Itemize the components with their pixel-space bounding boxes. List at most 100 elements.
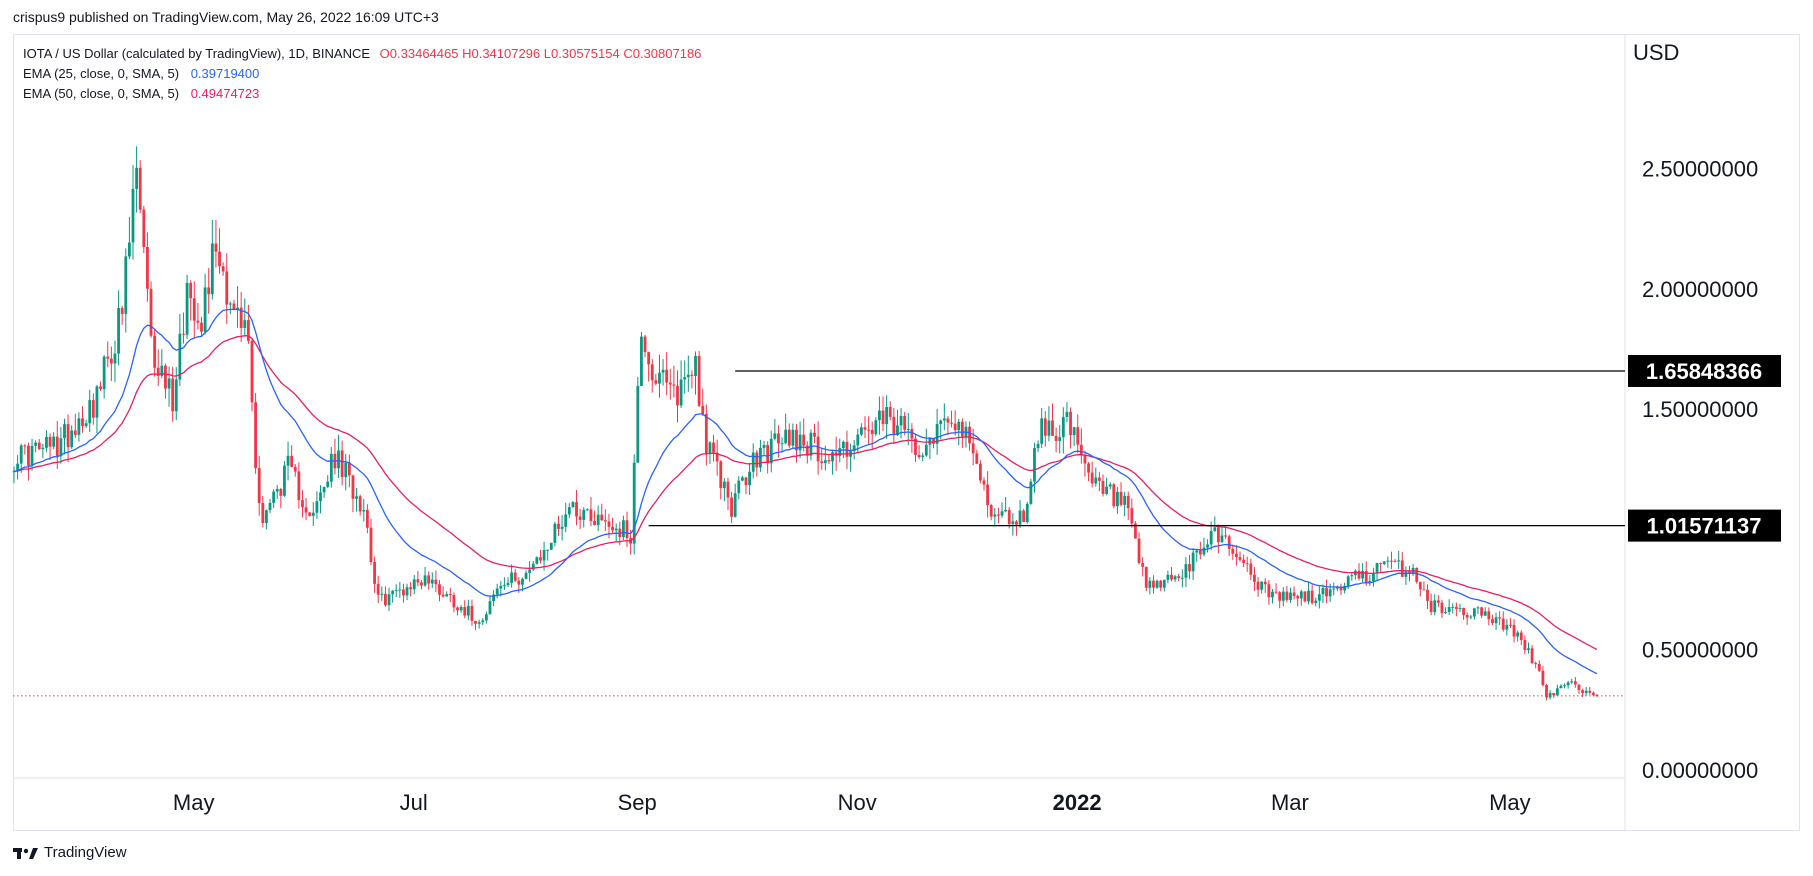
- candle: [1501, 611, 1505, 632]
- candle-body: [174, 379, 178, 412]
- candle: [1281, 587, 1285, 607]
- candle-body: [1094, 477, 1098, 484]
- candle: [589, 497, 593, 527]
- candle-body: [1379, 563, 1383, 565]
- candle: [272, 489, 276, 508]
- candle: [668, 368, 672, 400]
- candle-body: [37, 442, 41, 450]
- candle: [769, 430, 773, 473]
- candle: [1454, 602, 1458, 617]
- candle-body: [225, 271, 229, 305]
- candle-body: [1051, 420, 1054, 436]
- candle-body: [337, 450, 340, 469]
- candle-body: [1137, 538, 1141, 564]
- candle-body: [1029, 481, 1033, 504]
- candle: [712, 434, 715, 462]
- candle: [1390, 551, 1393, 570]
- candle: [748, 462, 752, 495]
- currency-label[interactable]: USD: [1633, 40, 1680, 65]
- candle-body: [293, 466, 297, 472]
- ema50-label[interactable]: EMA (50, close, 0, SMA, 5): [23, 86, 180, 101]
- candle-body: [12, 471, 16, 473]
- candle-body: [1235, 553, 1238, 558]
- candle: [99, 381, 102, 392]
- candle-body: [329, 453, 333, 482]
- candle: [203, 273, 207, 335]
- candle: [1314, 597, 1318, 607]
- candle-body: [1516, 632, 1520, 637]
- candle-body: [748, 471, 752, 486]
- candle: [156, 349, 160, 386]
- symbol-label[interactable]: IOTA / US Dollar (calculated by TradingV…: [23, 46, 371, 61]
- candle: [997, 507, 1000, 524]
- candle-body: [722, 481, 726, 489]
- candle-body: [441, 594, 445, 597]
- candle-body: [575, 502, 578, 517]
- price-tick-label: 0.00000000: [1642, 758, 1758, 783]
- candle: [892, 407, 896, 444]
- candle-body: [712, 442, 715, 453]
- candle: [131, 165, 135, 260]
- candle-body: [1444, 611, 1447, 614]
- candle-body: [1339, 587, 1343, 591]
- candle: [387, 587, 391, 611]
- close-value: C0.30807186: [623, 46, 702, 61]
- candle-body: [456, 607, 459, 611]
- candle: [528, 561, 532, 583]
- open-value: O0.33464465: [379, 46, 459, 61]
- candle-body: [668, 382, 672, 385]
- candle: [1577, 684, 1581, 695]
- candle-body: [1184, 564, 1188, 578]
- candle: [1339, 583, 1343, 596]
- candle: [704, 404, 708, 466]
- candle: [585, 508, 589, 511]
- candle-body: [1299, 591, 1303, 599]
- candle-body: [1555, 688, 1559, 696]
- candle: [1047, 406, 1051, 442]
- candle-body: [445, 594, 449, 597]
- candle-body: [524, 572, 528, 579]
- candle: [1116, 487, 1119, 514]
- candle-body: [1260, 581, 1264, 590]
- candle: [953, 410, 957, 436]
- candle-body: [1263, 581, 1267, 585]
- candle: [243, 298, 247, 337]
- candle-body: [1054, 435, 1058, 441]
- candle: [398, 581, 402, 598]
- candle-body: [340, 450, 344, 478]
- candle-body: [81, 418, 84, 427]
- candle-body: [95, 386, 99, 418]
- candle: [870, 421, 874, 451]
- candle-body: [1173, 576, 1177, 580]
- candle: [135, 146, 139, 213]
- candle-body: [1144, 566, 1148, 588]
- candle: [474, 620, 477, 631]
- candle: [546, 549, 550, 561]
- candle: [394, 584, 398, 597]
- candle: [214, 219, 218, 268]
- candle-body: [1065, 411, 1069, 417]
- candle: [553, 521, 557, 547]
- candle-body: [30, 445, 34, 466]
- candle: [1491, 614, 1494, 626]
- time-tick-label: May: [1489, 790, 1531, 815]
- brand-footer[interactable]: TradingView: [13, 844, 127, 861]
- candle-body: [1314, 600, 1318, 604]
- candle: [1263, 578, 1267, 593]
- candle-body: [715, 452, 719, 462]
- candle: [784, 413, 788, 445]
- candle: [1418, 581, 1422, 597]
- candle-body: [870, 429, 874, 435]
- candle-body: [1267, 584, 1271, 598]
- candle: [600, 503, 604, 521]
- candle: [849, 443, 852, 472]
- candle-body: [607, 521, 611, 527]
- candle: [1498, 611, 1502, 626]
- candle: [1235, 545, 1238, 566]
- candle: [293, 464, 297, 477]
- candle: [582, 507, 586, 528]
- candle-body: [1022, 510, 1026, 522]
- ema25-label[interactable]: EMA (25, close, 0, SMA, 5): [23, 66, 180, 81]
- candle-body: [1170, 574, 1173, 580]
